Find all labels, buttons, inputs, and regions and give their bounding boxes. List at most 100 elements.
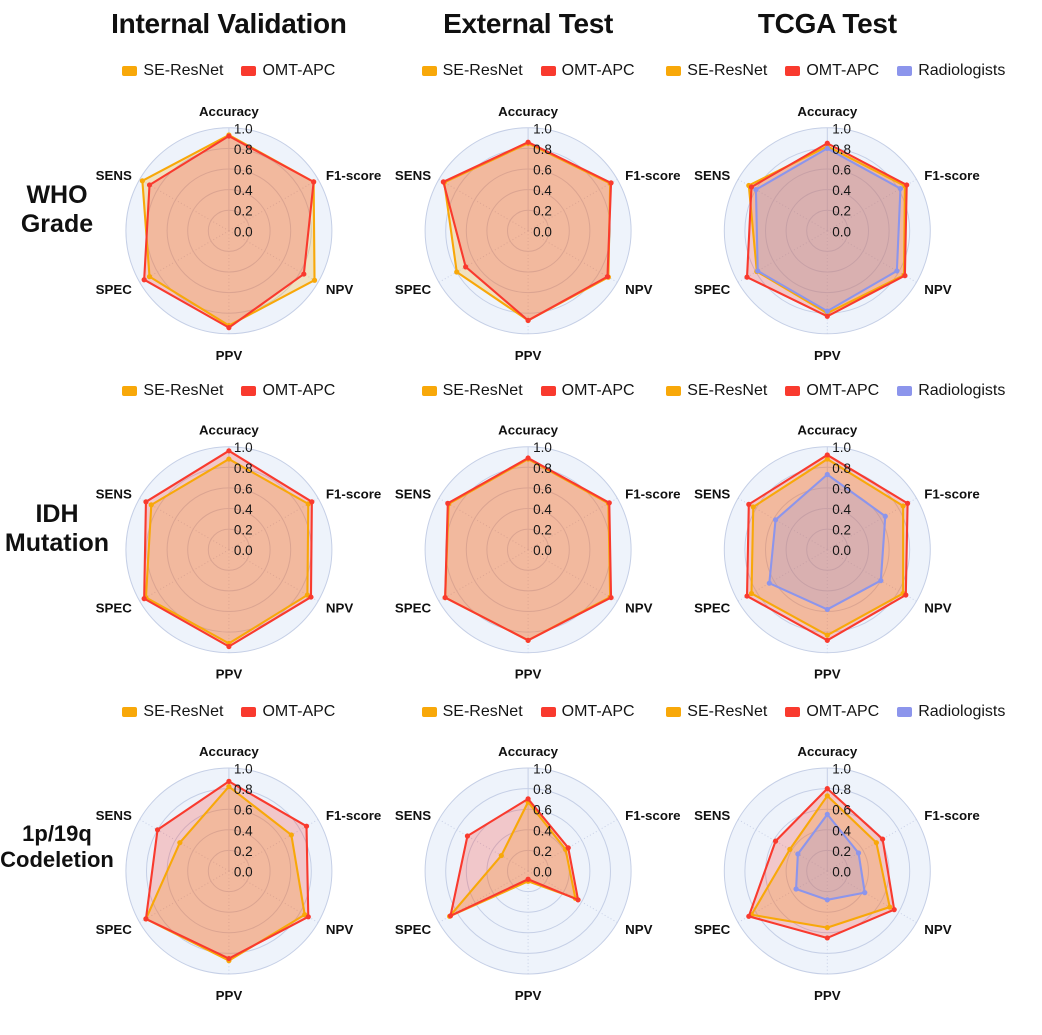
svg-text:SENS: SENS xyxy=(694,808,730,823)
svg-text:NPV: NPV xyxy=(326,282,353,297)
svg-text:0.8: 0.8 xyxy=(234,782,253,797)
svg-text:0.6: 0.6 xyxy=(533,481,552,496)
svg-text:0.4: 0.4 xyxy=(533,183,552,198)
svg-text:0.6: 0.6 xyxy=(832,163,851,178)
svg-text:0.6: 0.6 xyxy=(832,481,851,496)
svg-text:0.0: 0.0 xyxy=(832,865,851,880)
svg-text:NPV: NPV xyxy=(625,922,652,937)
svg-text:F1-score: F1-score xyxy=(924,808,979,823)
svg-text:0.4: 0.4 xyxy=(234,502,253,517)
svg-text:0.2: 0.2 xyxy=(533,844,552,859)
svg-text:1.0: 1.0 xyxy=(832,121,851,136)
svg-text:F1-score: F1-score xyxy=(625,487,680,502)
svg-text:Accuracy: Accuracy xyxy=(498,744,558,759)
svg-text:0.0: 0.0 xyxy=(832,543,851,558)
svg-text:SPEC: SPEC xyxy=(395,601,432,616)
svg-text:SPEC: SPEC xyxy=(694,282,731,297)
svg-text:0.6: 0.6 xyxy=(234,803,253,818)
svg-text:PPV: PPV xyxy=(814,348,841,363)
svg-text:SPEC: SPEC xyxy=(96,922,133,937)
svg-text:SENS: SENS xyxy=(395,168,431,183)
svg-text:0.2: 0.2 xyxy=(533,204,552,219)
svg-text:1.0: 1.0 xyxy=(234,762,253,777)
svg-text:0.2: 0.2 xyxy=(533,523,552,538)
svg-text:NPV: NPV xyxy=(625,282,652,297)
svg-text:Accuracy: Accuracy xyxy=(797,423,857,438)
svg-text:0.8: 0.8 xyxy=(234,461,253,476)
svg-text:0.0: 0.0 xyxy=(234,543,253,558)
svg-text:0.4: 0.4 xyxy=(533,502,552,517)
svg-text:1.0: 1.0 xyxy=(234,440,253,455)
svg-text:F1-score: F1-score xyxy=(924,168,979,183)
svg-text:SENS: SENS xyxy=(395,808,431,823)
svg-text:0.8: 0.8 xyxy=(533,461,552,476)
svg-text:SPEC: SPEC xyxy=(395,922,432,937)
svg-text:1.0: 1.0 xyxy=(533,121,552,136)
svg-text:PPV: PPV xyxy=(515,667,542,682)
svg-text:F1-score: F1-score xyxy=(326,487,381,502)
svg-text:PPV: PPV xyxy=(216,348,243,363)
svg-text:1.0: 1.0 xyxy=(234,121,253,136)
svg-text:0.8: 0.8 xyxy=(533,782,552,797)
svg-text:PPV: PPV xyxy=(216,988,243,1003)
svg-text:1.0: 1.0 xyxy=(533,440,552,455)
svg-text:SENS: SENS xyxy=(96,487,132,502)
svg-text:0.2: 0.2 xyxy=(234,844,253,859)
svg-text:PPV: PPV xyxy=(814,667,841,682)
svg-text:F1-score: F1-score xyxy=(326,808,381,823)
svg-text:SENS: SENS xyxy=(694,168,730,183)
svg-text:0.4: 0.4 xyxy=(832,502,851,517)
svg-text:0.4: 0.4 xyxy=(832,823,851,838)
svg-text:NPV: NPV xyxy=(625,601,652,616)
svg-text:0.0: 0.0 xyxy=(533,543,552,558)
svg-text:Accuracy: Accuracy xyxy=(498,423,558,438)
svg-text:0.2: 0.2 xyxy=(234,204,253,219)
svg-text:0.0: 0.0 xyxy=(533,224,552,239)
svg-text:NPV: NPV xyxy=(924,282,951,297)
svg-text:0.8: 0.8 xyxy=(533,142,552,157)
svg-text:SPEC: SPEC xyxy=(96,601,133,616)
svg-text:Accuracy: Accuracy xyxy=(199,104,259,119)
svg-text:Accuracy: Accuracy xyxy=(498,104,558,119)
svg-text:0.2: 0.2 xyxy=(832,204,851,219)
svg-text:0.0: 0.0 xyxy=(533,865,552,880)
svg-text:F1-score: F1-score xyxy=(924,487,979,502)
svg-text:Accuracy: Accuracy xyxy=(797,744,857,759)
svg-text:0.4: 0.4 xyxy=(832,183,851,198)
svg-text:SPEC: SPEC xyxy=(96,282,133,297)
svg-text:0.0: 0.0 xyxy=(234,224,253,239)
svg-text:SPEC: SPEC xyxy=(694,601,731,616)
svg-text:0.8: 0.8 xyxy=(832,142,851,157)
svg-text:0.6: 0.6 xyxy=(234,481,253,496)
svg-text:F1-score: F1-score xyxy=(326,168,381,183)
svg-text:0.6: 0.6 xyxy=(533,803,552,818)
svg-text:0.4: 0.4 xyxy=(234,823,253,838)
svg-text:0.6: 0.6 xyxy=(533,163,552,178)
svg-text:Accuracy: Accuracy xyxy=(199,423,259,438)
svg-text:F1-score: F1-score xyxy=(625,808,680,823)
svg-text:Accuracy: Accuracy xyxy=(199,744,259,759)
svg-text:0.0: 0.0 xyxy=(832,224,851,239)
svg-text:NPV: NPV xyxy=(924,601,951,616)
svg-text:PPV: PPV xyxy=(216,667,243,682)
svg-text:SPEC: SPEC xyxy=(694,922,731,937)
svg-text:SPEC: SPEC xyxy=(395,282,432,297)
svg-text:0.0: 0.0 xyxy=(234,865,253,880)
svg-text:0.8: 0.8 xyxy=(832,782,851,797)
svg-text:PPV: PPV xyxy=(515,988,542,1003)
svg-text:1.0: 1.0 xyxy=(832,762,851,777)
svg-text:SENS: SENS xyxy=(96,168,132,183)
svg-text:0.6: 0.6 xyxy=(234,163,253,178)
svg-text:0.2: 0.2 xyxy=(832,844,851,859)
svg-text:PPV: PPV xyxy=(814,988,841,1003)
svg-text:SENS: SENS xyxy=(96,808,132,823)
svg-text:0.4: 0.4 xyxy=(533,823,552,838)
svg-text:Accuracy: Accuracy xyxy=(797,104,857,119)
svg-text:NPV: NPV xyxy=(326,601,353,616)
svg-text:SENS: SENS xyxy=(694,487,730,502)
svg-text:1.0: 1.0 xyxy=(832,440,851,455)
svg-text:0.6: 0.6 xyxy=(832,803,851,818)
svg-text:NPV: NPV xyxy=(326,922,353,937)
svg-text:0.8: 0.8 xyxy=(234,142,253,157)
svg-text:1.0: 1.0 xyxy=(533,762,552,777)
